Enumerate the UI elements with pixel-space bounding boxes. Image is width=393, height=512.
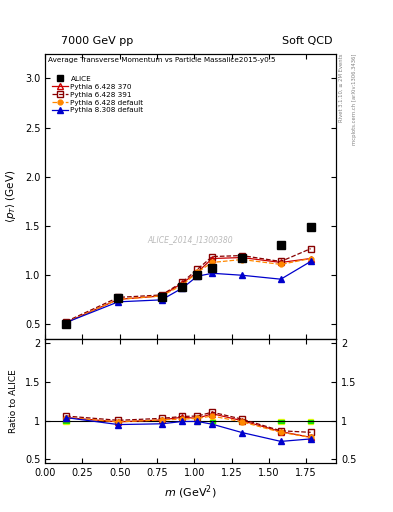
Bar — [63, 419, 69, 424]
Text: Rivet 3.1.10, ≥ 2M Events: Rivet 3.1.10, ≥ 2M Events — [339, 54, 344, 122]
Legend: ALICE, Pythia 6.428 370, Pythia 6.428 391, Pythia 6.428 default, Pythia 8.308 de: ALICE, Pythia 6.428 370, Pythia 6.428 39… — [52, 76, 143, 114]
Bar — [63, 420, 69, 422]
Y-axis label: $\langle p_T \rangle$ (GeV): $\langle p_T \rangle$ (GeV) — [4, 170, 18, 223]
Y-axis label: Ratio to ALICE: Ratio to ALICE — [9, 370, 18, 433]
Text: 7000 GeV pp: 7000 GeV pp — [61, 36, 133, 46]
Text: mcplots.cern.ch [arXiv:1306.3436]: mcplots.cern.ch [arXiv:1306.3436] — [352, 54, 357, 145]
Bar — [308, 420, 313, 422]
Bar — [209, 420, 215, 422]
Bar — [195, 420, 200, 422]
Bar — [278, 420, 283, 422]
Bar — [195, 419, 200, 424]
Bar — [239, 419, 245, 424]
Text: Soft QCD: Soft QCD — [282, 36, 332, 46]
Bar — [209, 419, 215, 424]
Text: ALICE_2014_I1300380: ALICE_2014_I1300380 — [148, 235, 233, 244]
X-axis label: $m$ (GeV$^2$): $m$ (GeV$^2$) — [164, 484, 217, 501]
Text: Average Transverse Momentum vs Particle Massalice2015-y0.5: Average Transverse Momentum vs Particle … — [48, 57, 276, 62]
Bar — [278, 419, 283, 424]
Bar — [308, 419, 313, 424]
Bar — [239, 420, 245, 422]
